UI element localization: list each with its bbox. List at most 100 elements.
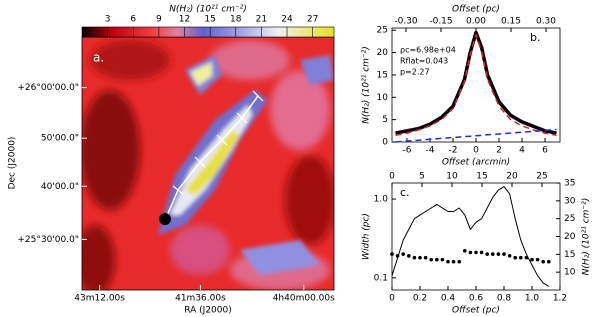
y-tick-label: 15: [377, 70, 388, 80]
width-point: [535, 257, 540, 262]
width-point: [463, 249, 467, 253]
colorbar-tick-label: 12: [179, 15, 190, 25]
x-tick-label: -4: [425, 146, 434, 156]
colorbar-tick-label: 18: [230, 15, 242, 25]
width-point: [468, 250, 473, 255]
width-point: [401, 252, 406, 256]
width-point: [502, 252, 506, 256]
x-tick-label: 0.6: [469, 294, 484, 304]
x2-tick-label: 0.30: [536, 17, 556, 27]
colorbar-tick-label: 21: [256, 15, 267, 25]
x-tick-label: 41m36.00s: [175, 294, 226, 304]
x-tick-label: 1.2: [553, 294, 567, 304]
x-axis-label: Offset (pc): [452, 306, 500, 316]
x-tick-label: 0: [473, 146, 479, 156]
colorbar-tick-label: 6: [130, 15, 136, 25]
x-tick-label: 0.8: [497, 294, 512, 304]
width-point: [474, 250, 478, 255]
x-tick-label: 4h40m00.00s: [273, 294, 335, 304]
annotation: ρc=6.98e+04: [400, 46, 456, 55]
y2-axis-label: N(H₂) (10²¹ cm⁻²): [582, 198, 592, 276]
x-axis-label: RA (J2000): [184, 306, 232, 316]
x2-tick-label: -0.15: [429, 17, 452, 27]
width-point: [451, 259, 456, 264]
y-tick-label: 0: [382, 138, 388, 148]
y-tick-label: 0.1: [374, 273, 388, 283]
y-tick-label: 25: [377, 26, 388, 36]
width-point: [547, 259, 551, 264]
y-axis-label: N(H₂) (10²¹ cm⁻²): [362, 46, 372, 124]
width-point: [435, 257, 439, 262]
x-tick-label: 6: [542, 146, 548, 156]
annotation: Rflat=0.043: [400, 57, 448, 66]
width-point: [519, 255, 523, 260]
y-tick-label: 10: [377, 93, 389, 103]
x2-tick-label: 0.15: [501, 17, 521, 27]
x2-tick-label: 0.00: [466, 17, 486, 27]
x2-tick-label: 15: [476, 172, 487, 182]
y-tick-label: +26°00'00.0": [17, 83, 79, 93]
y2-tick-label: 10: [564, 268, 576, 278]
x2-tick-label: 25: [536, 172, 547, 182]
column-density-map: [82, 37, 334, 290]
y-tick-label: 20: [377, 48, 389, 58]
colorbar: [81, 26, 335, 38]
width-point: [485, 252, 490, 256]
y-tick-label: 1.0: [374, 195, 389, 205]
width-point: [496, 252, 501, 256]
x-tick-label: 43m12.00s: [74, 294, 125, 304]
width-point: [513, 255, 517, 260]
x-tick-label: -2: [448, 146, 457, 156]
y-tick-label: 40'00.0": [41, 182, 79, 192]
panel-label: c.: [400, 186, 410, 199]
x2-tick-label: 20: [506, 172, 518, 182]
width-point: [446, 259, 450, 264]
y2-tick-label: 25: [564, 214, 575, 224]
x-tick-label: 0.2: [413, 294, 427, 304]
y-tick-label: 50'00.0": [41, 134, 79, 144]
colorbar-tick-label: 9: [156, 15, 162, 25]
y-tick-label: +25°30'00.0": [17, 235, 79, 245]
width-point: [491, 252, 495, 256]
x2-tick-label: 5: [419, 172, 425, 182]
colorbar-tick-label: 24: [281, 15, 293, 25]
y-tick-label: 5: [382, 115, 388, 125]
width-point: [440, 257, 445, 262]
x-tick-label: -6: [402, 146, 411, 156]
colorbar-tick-label: 27: [307, 15, 318, 25]
x2-tick-label: -0.30: [394, 17, 418, 27]
width-point: [429, 257, 434, 262]
width-point: [407, 254, 411, 258]
x-axis-label: Offset (arcmin): [442, 158, 510, 168]
width-point: [507, 254, 512, 258]
width-point: [479, 250, 484, 255]
width-point: [457, 259, 462, 264]
width-point: [541, 259, 545, 264]
y2-tick-label: 20: [564, 232, 576, 242]
x2-tick-label: 10: [446, 172, 458, 182]
x-tick-label: 4: [519, 146, 525, 156]
series-line: [395, 128, 557, 143]
colorbar-tick-label: 3: [105, 15, 111, 25]
series-line: [395, 33, 557, 137]
series-line: [395, 30, 557, 135]
x-tick-label: 0.4: [441, 294, 456, 304]
y2-tick-label: 35: [564, 179, 575, 189]
x2-tick-label: 0: [389, 172, 395, 182]
series-line: [391, 186, 550, 287]
colorbar-label: N(H₂) (10²¹ cm⁻²): [169, 5, 247, 15]
width-point: [418, 255, 422, 260]
panel-label: a.: [93, 51, 104, 65]
plot-frame: [391, 182, 561, 291]
width-point: [530, 257, 534, 262]
y2-tick-label: 30: [564, 196, 576, 206]
y-axis-label: Width (pc): [362, 213, 372, 260]
width-point: [423, 255, 428, 260]
panel-label: b.: [530, 31, 540, 44]
colorbar-tick-label: 15: [204, 15, 215, 25]
x-tick-label: 0: [389, 294, 395, 304]
y2-tick-label: 15: [564, 250, 575, 260]
annotation: p=2.27: [400, 68, 430, 77]
x-tick-label: 1.0: [525, 294, 540, 304]
